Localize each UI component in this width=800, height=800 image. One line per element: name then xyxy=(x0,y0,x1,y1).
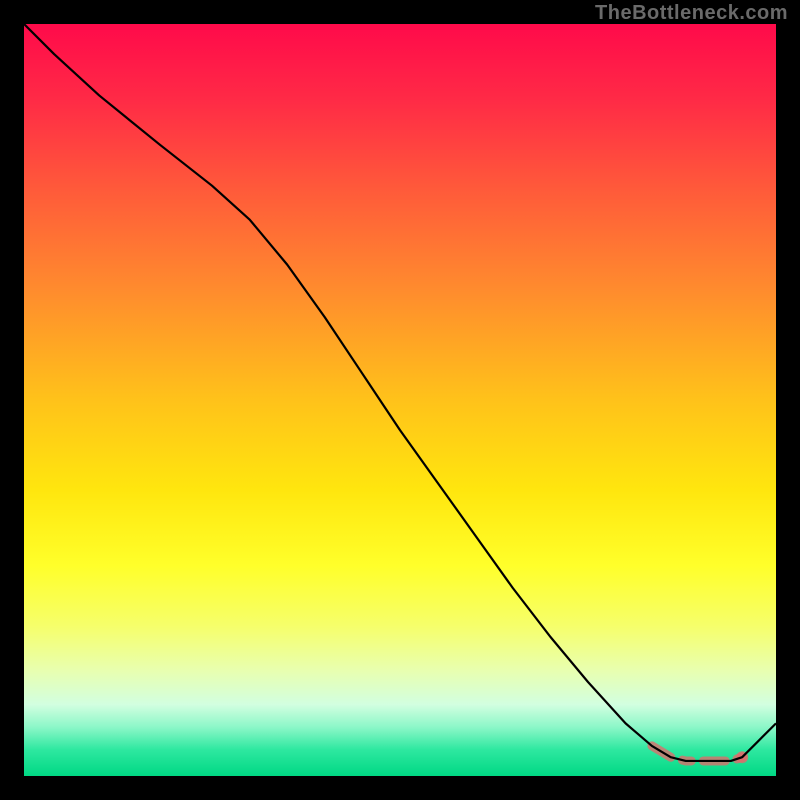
bottleneck-chart xyxy=(24,24,776,776)
watermark-text: TheBottleneck.com xyxy=(595,2,788,25)
chart-background xyxy=(24,24,776,776)
